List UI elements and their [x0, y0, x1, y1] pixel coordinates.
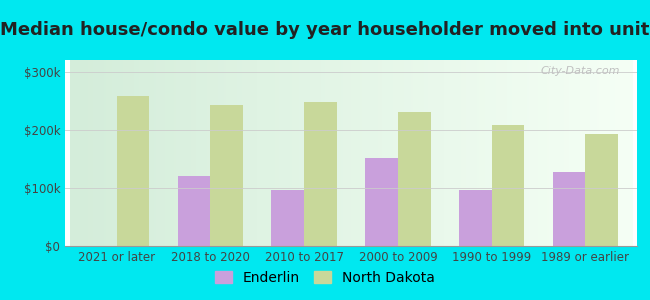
Legend: Enderlin, North Dakota: Enderlin, North Dakota: [210, 265, 440, 290]
Bar: [211, 105, 243, 246]
Bar: [491, 125, 525, 246]
Bar: [586, 134, 618, 246]
Bar: [177, 176, 211, 246]
Bar: [459, 190, 491, 246]
Bar: [116, 96, 150, 246]
Bar: [398, 112, 431, 246]
Bar: [552, 172, 586, 246]
Bar: [365, 158, 398, 246]
Text: City-Data.com: City-Data.com: [540, 66, 620, 76]
Bar: [271, 190, 304, 246]
Bar: [304, 102, 337, 246]
Text: Median house/condo value by year householder moved into unit: Median house/condo value by year househo…: [0, 21, 650, 39]
